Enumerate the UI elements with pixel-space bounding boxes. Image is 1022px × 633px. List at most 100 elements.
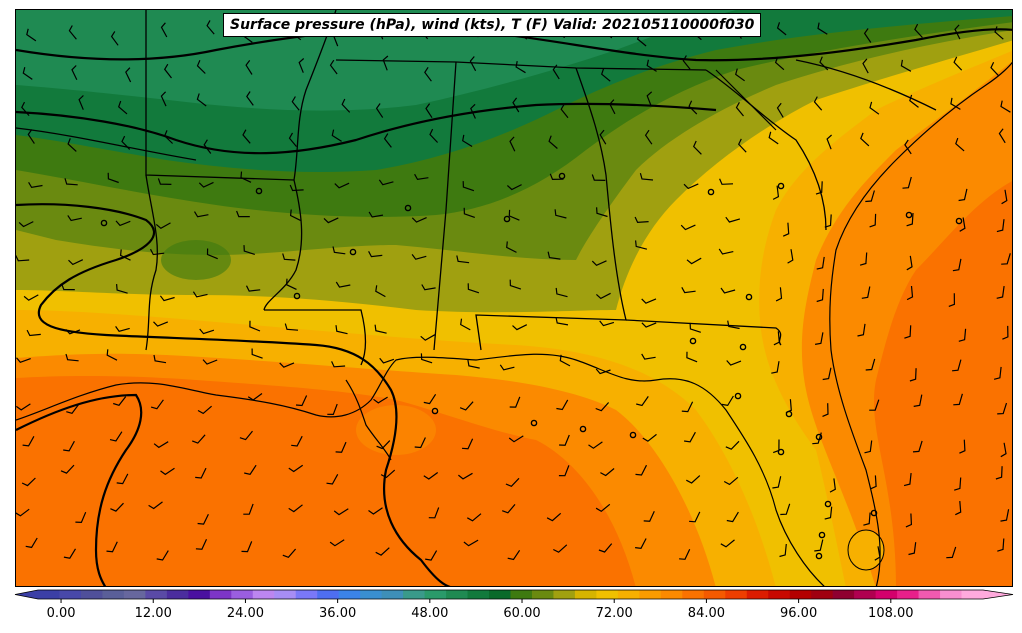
wind-barb bbox=[284, 323, 299, 331]
wind-barb bbox=[1000, 442, 1007, 458]
wind-barb bbox=[641, 298, 657, 304]
wind-barb bbox=[822, 367, 832, 381]
wind-barb bbox=[680, 224, 696, 231]
wind-barb bbox=[463, 539, 479, 547]
colorbar-extend-low bbox=[15, 590, 38, 599]
wind-barb bbox=[326, 474, 339, 485]
isobars bbox=[16, 27, 1012, 586]
colorbar-swatch bbox=[102, 590, 125, 599]
station-circle bbox=[777, 182, 785, 190]
colorbar-swatch bbox=[123, 590, 146, 599]
wind-barb bbox=[559, 434, 570, 446]
wind-barb bbox=[772, 439, 780, 454]
wind-barb bbox=[150, 399, 164, 410]
wind-barb bbox=[106, 349, 118, 361]
wind-barb bbox=[462, 134, 473, 148]
wind-barb bbox=[501, 504, 516, 514]
wind-barb bbox=[994, 26, 1004, 40]
wind-barb bbox=[121, 135, 131, 150]
wind-barb bbox=[780, 503, 791, 516]
wind-barb bbox=[27, 129, 35, 144]
wind-barb bbox=[681, 401, 694, 413]
wind-barb bbox=[686, 257, 702, 265]
colorbar-tick-label: 12.00 bbox=[134, 606, 172, 621]
wind-barb bbox=[547, 251, 561, 260]
wind-barb bbox=[424, 66, 432, 82]
wind-barb bbox=[599, 320, 615, 327]
wind-barb bbox=[241, 541, 253, 553]
wind-barb bbox=[996, 286, 1005, 299]
colorbar-swatch bbox=[489, 590, 511, 599]
wind-barb bbox=[903, 473, 912, 487]
wind-barb bbox=[552, 64, 560, 80]
wind-barb bbox=[195, 538, 208, 550]
wind-barb bbox=[116, 284, 128, 294]
wind-barb bbox=[554, 209, 567, 219]
wind-barb bbox=[725, 440, 740, 450]
wind-barb bbox=[682, 55, 691, 70]
wind-barb bbox=[26, 28, 37, 42]
wind-barb bbox=[499, 364, 515, 371]
wind-barb bbox=[1001, 253, 1011, 265]
wind-barb bbox=[859, 252, 868, 266]
colorbar-swatch bbox=[424, 590, 447, 599]
wind-barb bbox=[508, 209, 520, 221]
wind-barb bbox=[463, 207, 475, 218]
wind-barb bbox=[869, 399, 880, 411]
station-circle bbox=[349, 248, 357, 256]
wind-barb bbox=[298, 58, 305, 73]
wind-barb bbox=[425, 103, 433, 119]
wind-barb bbox=[375, 547, 390, 556]
wind-barb bbox=[63, 548, 77, 559]
wind-barb bbox=[776, 22, 787, 36]
wind-barb bbox=[725, 216, 741, 223]
wind-barb bbox=[335, 281, 351, 288]
wind-barb bbox=[75, 511, 87, 524]
wind-barb bbox=[249, 320, 261, 332]
wind-barb bbox=[21, 101, 30, 116]
coastlines bbox=[16, 61, 1012, 586]
colorbar-tick-label: 108.00 bbox=[868, 606, 914, 621]
colorbar-swatch bbox=[897, 590, 920, 599]
colorbar-swatch bbox=[746, 590, 769, 599]
colorbar-swatch bbox=[446, 590, 469, 599]
wind-barb bbox=[679, 549, 691, 560]
wind-barb bbox=[67, 215, 82, 222]
wind-barb bbox=[998, 128, 1006, 144]
wind-barb bbox=[196, 93, 207, 107]
wind-barb bbox=[639, 173, 654, 181]
map-title-box: Surface pressure (hPa), wind (kts), T (F… bbox=[223, 13, 762, 37]
wind-barb bbox=[110, 502, 124, 512]
wind-barb bbox=[826, 134, 832, 150]
wind-barb bbox=[721, 395, 734, 407]
wind-barb bbox=[16, 508, 30, 517]
station-circle bbox=[707, 188, 715, 196]
wind-barb bbox=[588, 441, 603, 449]
wind-barb bbox=[958, 188, 968, 202]
wind-barb bbox=[772, 476, 782, 489]
wind-barb bbox=[959, 439, 966, 454]
wind-barb bbox=[635, 538, 647, 549]
wind-barb bbox=[421, 284, 436, 291]
wind-barb bbox=[25, 537, 38, 549]
wind-barb bbox=[414, 437, 426, 449]
colorbar-swatch bbox=[811, 590, 834, 599]
colorbar-extend-high bbox=[983, 590, 1013, 599]
colorbar-tick-label: 84.00 bbox=[687, 606, 726, 621]
wind-barb bbox=[862, 58, 869, 74]
wind-barb bbox=[768, 131, 779, 145]
wind-barb bbox=[244, 464, 257, 475]
wind-barb bbox=[149, 248, 165, 256]
wind-barb bbox=[239, 430, 253, 441]
wind-barb bbox=[591, 260, 607, 267]
wind-barb bbox=[119, 249, 131, 261]
wind-barb bbox=[908, 542, 917, 556]
wind-barb bbox=[646, 91, 653, 107]
wind-barb bbox=[863, 28, 872, 43]
wind-barb bbox=[861, 286, 871, 299]
wind-barb bbox=[813, 96, 823, 111]
wind-barb bbox=[505, 477, 520, 488]
wind-barb bbox=[686, 475, 701, 484]
colorbar-swatch bbox=[875, 590, 898, 599]
wind-barb bbox=[817, 22, 828, 35]
